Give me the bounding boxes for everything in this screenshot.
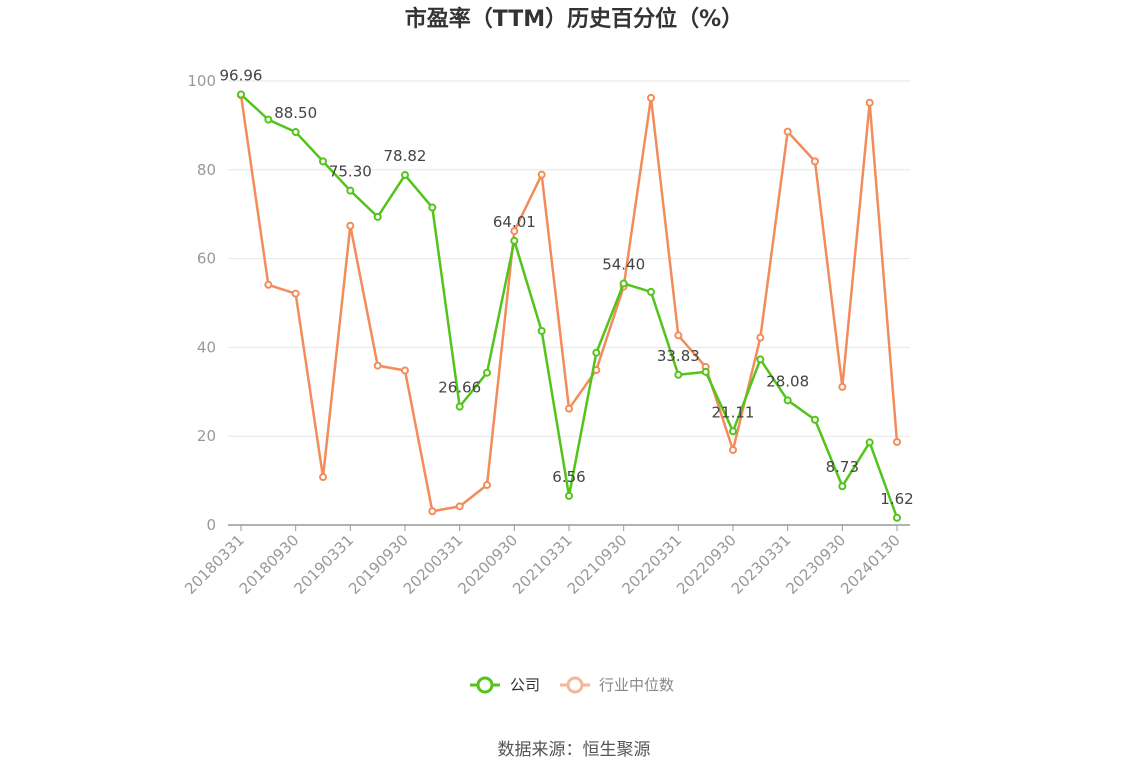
industry-point[interactable] — [510, 227, 519, 236]
industry-point[interactable] — [565, 404, 573, 413]
company-data-label: 96.96 — [220, 66, 263, 84]
company-point[interactable] — [264, 115, 273, 124]
y-tick-label: 80 — [197, 161, 216, 179]
company-point[interactable] — [401, 171, 409, 180]
company-data-label: 54.40 — [602, 255, 645, 273]
industry-point[interactable] — [783, 127, 792, 136]
legend-item-company[interactable]: 公司 — [470, 676, 540, 694]
industry-point[interactable] — [811, 157, 819, 166]
company-data-label: 64.01 — [493, 213, 536, 231]
legend-item-industry[interactable]: 行业中位数 — [560, 676, 674, 694]
y-tick-label: 100 — [187, 72, 216, 90]
data-labels: 96.96 88.50 75.30 78.82 26.66 64.01 6.56 54.40 3… — [220, 66, 914, 507]
company-point[interactable] — [537, 326, 546, 335]
company-point[interactable] — [428, 203, 437, 212]
company-data-label: 6.56 — [552, 468, 585, 486]
company-point[interactable] — [811, 415, 819, 424]
industry-point[interactable] — [729, 445, 737, 454]
company-data-label: 78.82 — [384, 147, 427, 165]
company-point[interactable] — [893, 513, 901, 522]
company-point[interactable] — [565, 491, 573, 500]
axes: 0204060801002018033120180930201903312019… — [181, 72, 910, 598]
industry-point[interactable] — [483, 481, 491, 490]
company-point[interactable] — [346, 186, 355, 195]
series-lines — [237, 90, 901, 522]
industry-point[interactable] — [893, 437, 901, 446]
company-data-label: 33.83 — [657, 347, 700, 365]
company-data-label: 26.66 — [438, 379, 481, 397]
company-point[interactable] — [455, 402, 464, 411]
company-point[interactable] — [291, 128, 300, 137]
company-point[interactable] — [592, 348, 601, 357]
company-data-label: 21.11 — [712, 403, 755, 421]
company-data-label: 1.62 — [880, 490, 913, 508]
company-point[interactable] — [756, 355, 765, 364]
company-data-label: 88.50 — [274, 104, 317, 122]
y-tick-label: 20 — [197, 427, 216, 445]
legend-company-marker — [476, 676, 494, 694]
chart-title: 市盈率（TTM）历史百分位（%） — [405, 6, 743, 32]
company-point[interactable] — [483, 368, 491, 377]
company-point[interactable] — [701, 367, 710, 376]
grid — [228, 80, 910, 437]
company-data-label: 28.08 — [766, 372, 809, 390]
company-point[interactable] — [510, 236, 519, 245]
y-tick-label: 40 — [197, 338, 216, 356]
industry-point[interactable] — [264, 280, 273, 289]
industry-point[interactable] — [455, 502, 464, 511]
company-point[interactable] — [674, 370, 683, 379]
legend-company-label: 公司 — [510, 676, 540, 694]
company-point[interactable] — [838, 482, 847, 491]
y-tick-label: 60 — [197, 250, 216, 268]
industry-point[interactable] — [401, 366, 409, 375]
legend-industry-marker — [566, 676, 584, 694]
industry-point[interactable] — [291, 289, 300, 298]
x-tick-label: 20240130 — [837, 531, 904, 598]
industry-point[interactable] — [838, 382, 847, 391]
industry-point[interactable] — [647, 93, 655, 102]
source-note: 数据来源：恒生聚源 — [498, 740, 651, 760]
industry-series-line — [239, 95, 899, 513]
industry-point[interactable] — [756, 333, 765, 342]
company-data-label: 75.30 — [329, 163, 372, 181]
industry-point[interactable] — [674, 331, 683, 340]
industry-point[interactable] — [319, 473, 327, 482]
industry-point[interactable] — [537, 170, 546, 179]
company-point[interactable] — [729, 427, 737, 436]
company-point[interactable] — [647, 287, 655, 296]
industry-point[interactable] — [373, 361, 382, 370]
company-data-label: 8.73 — [826, 458, 859, 476]
company-point[interactable] — [783, 396, 792, 405]
company-series-line — [240, 93, 899, 519]
industry-point[interactable] — [428, 507, 437, 516]
industry-point[interactable] — [865, 98, 874, 107]
company-point[interactable] — [619, 279, 628, 288]
legend-industry-label: 行业中位数 — [599, 676, 674, 694]
y-tick-label: 0 — [206, 516, 216, 534]
company-point[interactable] — [237, 90, 245, 99]
company-point[interactable] — [373, 212, 382, 221]
company-point[interactable] — [319, 157, 327, 166]
industry-point[interactable] — [346, 221, 355, 230]
legend[interactable]: 公司 行业中位数 — [470, 676, 674, 694]
company-point[interactable] — [865, 438, 874, 447]
